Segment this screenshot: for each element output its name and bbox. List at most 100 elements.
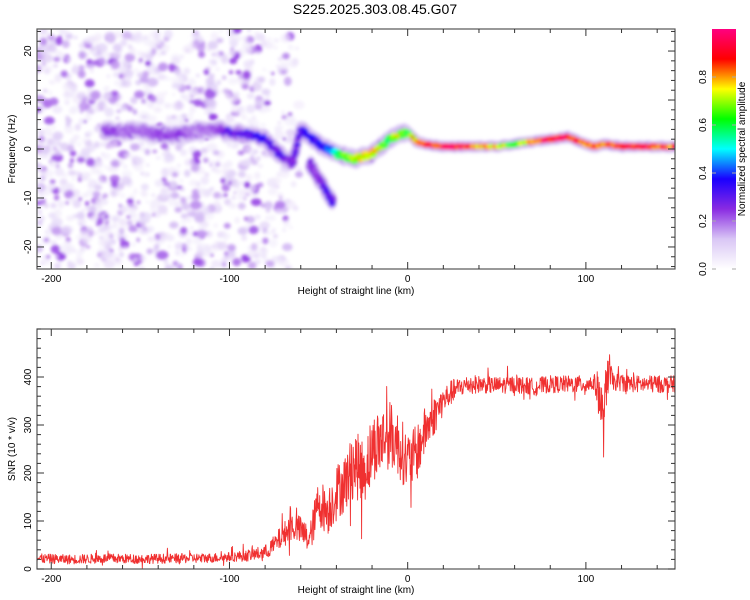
spectrogram-noise-blob	[104, 86, 110, 91]
spectrogram-ridge-core	[267, 139, 274, 145]
spectrogram-noise-blob	[254, 44, 263, 54]
spectrogram-ridge-core	[670, 143, 675, 150]
spectrogram-noise-blob	[180, 253, 184, 258]
spectrogram-noise-blob	[132, 218, 139, 223]
spectrogram-noise-blob	[142, 226, 148, 232]
spectrogram-noise-blob	[105, 180, 109, 184]
spectrogram-noise-blob	[164, 264, 175, 269]
spectrogram-noise-blob	[170, 77, 176, 83]
spectrogram-noise-blob	[241, 234, 248, 241]
spectrogram-noise-blob	[131, 31, 137, 37]
spectrogram-noise-blob	[111, 222, 119, 229]
spectrogram-noise-blob	[141, 98, 146, 104]
spectrogram-noise-blob	[95, 200, 104, 209]
spectrogram-noise-blob	[165, 76, 170, 82]
spectrogram-noise-blob	[64, 125, 74, 134]
spectrogram-noise-blob	[67, 162, 74, 169]
spectrogram-noise-blob	[219, 194, 223, 199]
spectrogram-noise-blob	[93, 141, 100, 149]
spectrogram-noise-blob	[172, 101, 185, 111]
spectrogram-noise-blob	[240, 35, 248, 42]
spectrogram-noise-blob	[154, 36, 162, 43]
spectrogram-noise-blob	[280, 69, 287, 75]
spectrogram-noise-blob	[189, 146, 198, 152]
colorbar-tick-label: 0.2	[698, 214, 709, 228]
spectrogram-noise-blob	[269, 78, 276, 86]
spectrogram-noise-blob	[74, 171, 82, 177]
spectrogram-noise-blob	[187, 79, 197, 87]
spectrogram-noise-blob	[289, 225, 293, 230]
spectrogram-noise-blob	[90, 69, 94, 73]
spectrogram-noise-blob	[146, 248, 153, 255]
spectrogram-noise-blob	[208, 113, 214, 118]
spectrogram-noise-blob	[142, 83, 150, 89]
snr-xlabel: Height of straight line (km)	[298, 585, 415, 596]
spectrogram-noise-blob	[282, 219, 291, 228]
spectrogram-noise-blob	[116, 93, 123, 101]
spectrogram-noise-blob	[192, 258, 203, 267]
spectrogram-noise-blob	[265, 230, 272, 236]
spectrogram-noise-blob	[190, 34, 196, 39]
spectrogram-xtick-label: -200	[41, 274, 61, 285]
spectrogram-noise-blob	[113, 80, 122, 87]
spectrogram-ridge-core	[292, 148, 299, 154]
spectrogram-noise-blob	[139, 212, 152, 222]
spectrogram-noise-blob	[163, 29, 173, 40]
spectrogram-noise-blob	[70, 86, 78, 94]
snr-ylabel: SNR (10 * v/v)	[7, 417, 18, 481]
spectrogram-ytick-label: 10	[23, 94, 34, 106]
spectrogram-noise-blob	[235, 70, 242, 75]
spectrogram-noise-blob	[98, 176, 105, 183]
spectrogram-noise-blob	[102, 152, 111, 160]
spectrogram-noise-blob	[243, 60, 253, 69]
spectrogram-noise-blob	[228, 33, 241, 43]
spectrogram-noise-blob	[110, 139, 119, 148]
spectrogram-noise-blob	[104, 107, 114, 117]
spectrogram-noise-blob	[172, 115, 185, 125]
spectrogram-noise-blob	[296, 167, 303, 172]
spectrogram-noise-blob	[68, 170, 76, 176]
spectrogram-noise-blob	[85, 245, 91, 249]
spectrogram-noise-blob	[69, 196, 77, 204]
spectrogram-noise-blob	[181, 202, 190, 211]
spectrogram-noise-blob	[55, 254, 60, 259]
spectrogram-noise-blob	[93, 262, 100, 268]
spectrogram-noise-blob	[104, 214, 109, 219]
spectrogram-noise-blob	[214, 162, 221, 167]
spectrogram-noise-blob	[198, 51, 206, 58]
spectrogram-noise-blob	[274, 208, 283, 215]
spectrogram-noise-blob	[245, 104, 256, 114]
spectrogram-noise-blob	[48, 160, 58, 168]
spectrogram-noise-blob	[130, 96, 138, 105]
spectrogram-noise-blob	[287, 112, 293, 117]
spectrogram-noise-blob	[155, 92, 166, 101]
spectrogram-noise-blob	[163, 102, 172, 109]
spectrogram-noise-blob	[174, 67, 181, 76]
spectrogram-noise-blob	[127, 105, 133, 112]
spectrogram-noise-blob	[209, 186, 215, 191]
spectrogram-noise-blob	[88, 204, 97, 214]
spectrogram-noise-blob	[51, 125, 57, 130]
spectrogram-noise-blob	[243, 216, 249, 222]
spectrogram-noise-blob	[240, 181, 245, 185]
spectrogram-noise-blob	[188, 90, 195, 95]
spectrogram-noise-blob	[174, 241, 183, 250]
snr-ytick-label: 400	[23, 368, 34, 385]
spectrogram-noise-blob	[227, 244, 236, 252]
spectrogram-noise-blob	[60, 70, 68, 78]
spectrogram-noise-blob	[237, 202, 246, 210]
spectrogram-noise-blob	[98, 238, 109, 247]
spectrogram-noise-blob	[255, 50, 261, 55]
spectrogram-noise-blob	[202, 154, 208, 159]
spectrogram-noise-blob	[293, 100, 305, 110]
spectrogram-noise-blob	[127, 202, 134, 208]
spectrogram-noise-blob	[125, 72, 129, 76]
spectrogram-noise-blob	[242, 70, 251, 80]
spectrogram-noise-blob	[63, 241, 71, 247]
spectrogram-noise-blob	[110, 60, 121, 70]
spectrogram-noise-blob	[46, 44, 57, 53]
spectrogram-noise-blob	[179, 75, 185, 82]
spectrogram-noise-blob	[282, 227, 287, 233]
spectrogram-noise-blob	[133, 163, 144, 172]
spectrogram-noise-blob	[146, 163, 150, 167]
